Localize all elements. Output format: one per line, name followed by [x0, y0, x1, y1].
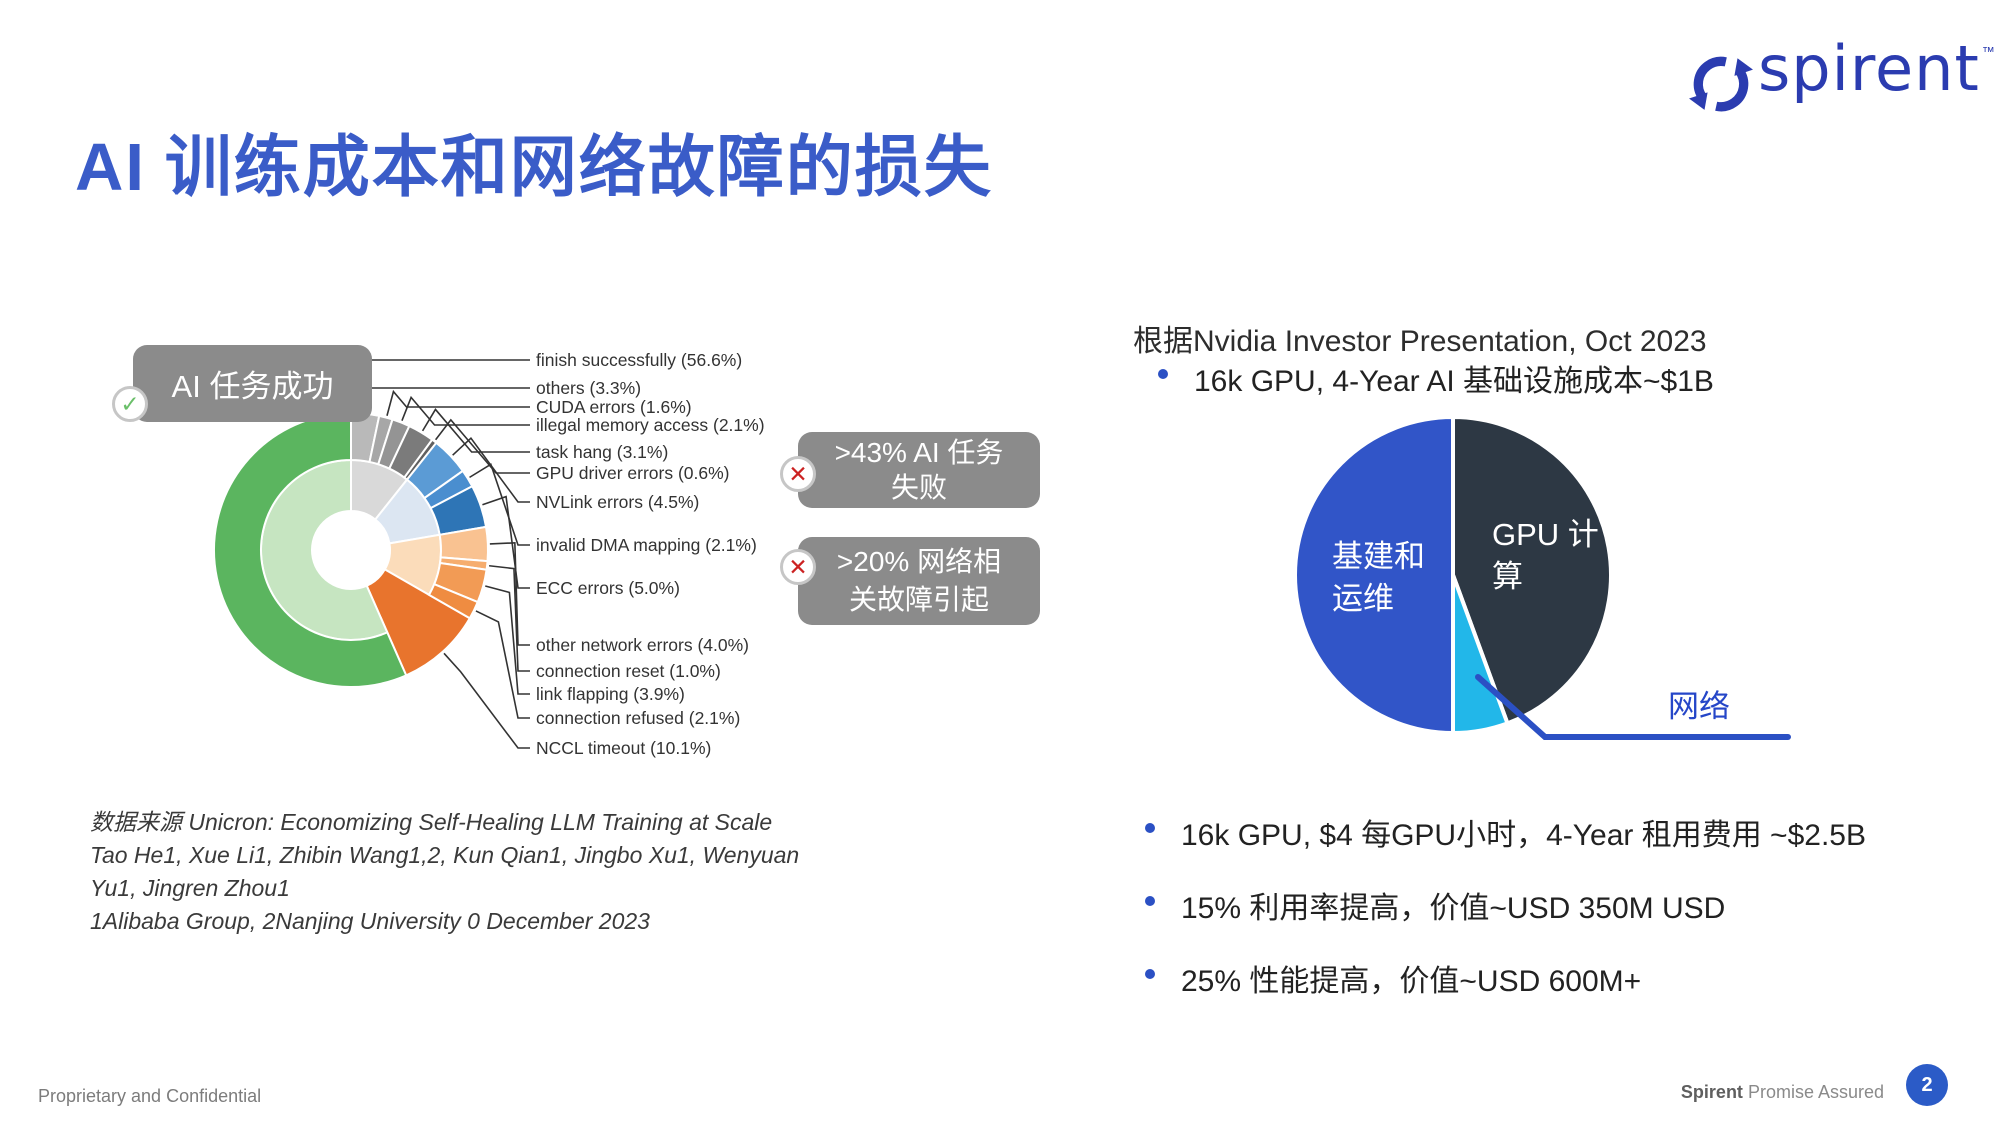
sunburst-label-others: others (3.3%) [536, 378, 641, 398]
sunburst-label-ECC-errors: ECC errors (5.0%) [536, 578, 680, 598]
sunburst-label-finish-successfully: finish successfully (56.6%) [536, 350, 742, 370]
callout-task-fail-line1: >43% AI 任务 [834, 437, 1004, 468]
leader-line-invalid-DMA-mapping [469, 463, 530, 546]
cost-benefit-bullets: 16k GPU, $4 每GPU小时，4-Year 租用费用 ~$2.5B 15… [1145, 810, 1866, 1029]
nvidia-presentation-heading: 根据Nvidia Investor Presentation, Oct 2023 [1133, 325, 1707, 358]
sunburst-label-connection-reset: connection reset (1.0%) [536, 661, 721, 681]
spirent-tm: ™ [1981, 44, 1995, 59]
sunburst-label-NVLink-errors: NVLink errors (4.5%) [536, 492, 699, 512]
callout-task-fail: >43% AI 任务 失败 [798, 432, 1040, 508]
callout-network-fault-line2: 关故障引起 [848, 584, 989, 615]
footer-brand-rest: Promise Assured [1742, 1082, 1884, 1102]
bullet-dot-icon [1158, 369, 1168, 379]
bullet-dot-icon [1145, 896, 1155, 906]
cross-icon: ✕ [780, 549, 816, 585]
data-source-citation: 数据来源 Unicron: Economizing Self-Healing L… [90, 806, 810, 938]
pie-label-infra-line2: 运维 [1332, 581, 1394, 616]
ai-task-sunburst-chart: others (3.3%)CUDA errors (1.6%)illegal m… [213, 350, 765, 758]
sunburst-label-NCCL-timeout: NCCL timeout (10.1%) [536, 738, 711, 758]
leader-line-link-flapping [485, 585, 530, 695]
list-item: 15% 利用率提高，价值~USD 350M USD [1145, 883, 1866, 927]
network-callout-line [1475, 674, 1791, 740]
sunburst-label-CUDA-errors: CUDA errors (1.6%) [536, 397, 692, 417]
pie-slice-基建和运维 [1293, 415, 1455, 735]
bullet-dot-icon [1145, 969, 1155, 979]
leader-line-GPU-driver-errors [434, 418, 530, 474]
page-title-rest: 训练成本和网络故障的损失 [146, 130, 993, 205]
infra-cost-bullet: 16k GPU, 4-Year AI 基础设施成本~$1B [1158, 356, 1714, 400]
cross-icon: ✕ [780, 456, 816, 492]
bullet-dot-icon [1145, 823, 1155, 833]
footer-brand-bold: Spirent [1680, 1082, 1743, 1102]
source-line: 数据来源 Unicron: Economizing Self-Healing L… [90, 809, 773, 835]
spirent-logo: spirent ™ [1688, 38, 1995, 118]
leader-line-connection-reset [489, 564, 530, 672]
page-number-badge: 2 [1906, 1064, 1948, 1106]
source-line: Yu1, Jingren Zhou1 [90, 875, 290, 901]
spirent-cycle-icon [1689, 56, 1753, 112]
leader-line-others [364, 384, 530, 412]
confidentiality-note: Proprietary and Confidential [38, 1086, 262, 1106]
callout-ai-task-success-label: AI 任务成功 [171, 369, 334, 404]
callout-task-fail-line2: 失败 [890, 472, 947, 503]
leader-line-NCCL-timeout [443, 652, 530, 749]
pie-label-gpu-line2: 算 [1492, 559, 1523, 594]
leader-line-CUDA-errors [386, 389, 530, 416]
page-number: 2 [1921, 1073, 1933, 1096]
leader-line-connection-refused [475, 610, 530, 719]
source-line: 1Alibaba Group, 2Nanjing University 0 De… [90, 908, 650, 934]
bullet-text: 15% 利用率提高，价值~USD 350M USD [1181, 892, 1726, 925]
page-title: AI 训练成本和网络故障的损失 [75, 113, 993, 210]
infra-cost-pie-chart: 基建和 运维 GPU 计 算 网络 [1293, 415, 1791, 740]
page-title-latin: AI [75, 129, 146, 205]
pie-slice-GPU 计算 [1451, 415, 1613, 726]
sunburst-label-invalid-DMA-mapping: invalid DMA mapping (2.1%) [536, 535, 757, 555]
leader-line-task-hang [421, 408, 530, 453]
pie-label-infra-line1: 基建和 [1332, 539, 1425, 574]
footer-brand: Spirent Promise Assured [1681, 1082, 1884, 1103]
sunburst-slice-connection-refused [427, 582, 480, 620]
pie-label-network: 网络 [1668, 689, 1730, 724]
callout-network-fault: >20% 网络相 关故障引起 [798, 537, 1040, 625]
infra-cost-bullet-text: 16k GPU, 4-Year AI 基础设施成本~$1B [1194, 365, 1714, 398]
sunburst-label-link-flapping: link flapping (3.9%) [536, 684, 685, 704]
sunburst-label-illegal-memory-access: illegal memory access (2.1%) [536, 415, 765, 435]
bullet-text: 16k GPU, $4 每GPU小时，4-Year 租用费用 ~$2.5B [1181, 819, 1866, 852]
sunburst-label-task-hang: task hang (3.1%) [536, 442, 668, 462]
spirent-logo-text: spirent [1758, 32, 1980, 105]
bullet-text: 25% 性能提高，价值~USD 600M+ [1181, 965, 1642, 998]
source-line: Tao He1, Xue Li1, Zhibin Wang1,2, Kun Qi… [90, 842, 800, 868]
sunburst-label-other-network-errors: other network errors (4.0%) [536, 635, 749, 655]
leader-line-illegal-memory-access [401, 395, 530, 426]
sunburst-label-GPU-driver-errors: GPU driver errors (0.6%) [536, 463, 730, 483]
leader-line-NVLink-errors [452, 436, 530, 503]
callout-network-fault-line1: >20% 网络相 [836, 546, 1002, 577]
list-item: 16k GPU, $4 每GPU小时，4-Year 租用费用 ~$2.5B [1145, 810, 1866, 854]
leader-line-other-network-errors [489, 542, 530, 646]
list-item: 25% 性能提高，价值~USD 600M+ [1145, 956, 1866, 1000]
callout-ai-task-success: AI 任务成功 [133, 345, 372, 422]
pie-label-gpu-line1: GPU 计 [1492, 517, 1599, 552]
check-icon: ✓ [112, 386, 148, 422]
sunburst-label-connection-refused: connection refused (2.1%) [536, 708, 740, 728]
